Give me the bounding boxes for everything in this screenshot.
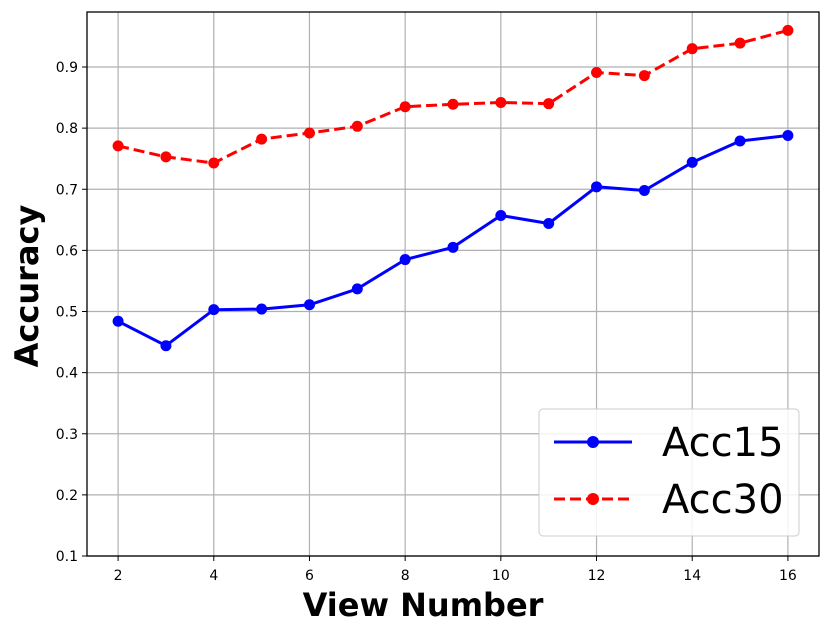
data-point-acc15	[399, 254, 411, 266]
data-point-acc30	[686, 43, 698, 55]
axis-ticks: 2 4 6 8 10 12 14 16 0.1 0.2 0.3 0.4 0.5 0.6 0.7 0.8 0.9	[56, 60, 797, 584]
data-point-acc30	[112, 140, 124, 152]
data-point-acc15	[686, 156, 698, 168]
data-point-acc30	[256, 133, 268, 145]
data-point-acc15	[208, 304, 220, 316]
x-tick-label: 16	[779, 568, 797, 584]
x-tick-label: 2	[114, 568, 123, 584]
data-point-acc15	[351, 283, 363, 295]
legend: Acc15 Acc30	[538, 408, 800, 537]
legend-marker-acc15	[587, 436, 599, 448]
legend-label-acc30: Acc30	[662, 477, 784, 523]
y-tick-label: 0.7	[56, 182, 78, 198]
data-point-acc30	[208, 157, 220, 169]
y-tick-label: 0.5	[56, 305, 78, 321]
data-point-acc15	[495, 210, 507, 222]
data-point-acc30	[160, 151, 172, 163]
data-point-acc15	[303, 299, 315, 311]
data-point-acc15	[160, 340, 172, 352]
data-point-acc15	[734, 135, 746, 147]
data-point-acc30	[734, 37, 746, 49]
series-line-acc15	[117, 134, 789, 348]
data-series	[112, 24, 794, 352]
data-point-acc15	[112, 315, 124, 327]
y-tick-label: 0.2	[56, 488, 78, 504]
data-point-acc30	[591, 67, 603, 79]
x-axis-label: View Number	[303, 586, 544, 624]
x-tick-label: 14	[683, 568, 701, 584]
y-axis-label: Accuracy	[8, 205, 46, 368]
data-point-acc15	[256, 303, 268, 315]
legend-marker-acc30	[587, 493, 599, 505]
x-tick-label: 10	[492, 568, 510, 584]
data-point-acc30	[399, 101, 411, 113]
y-tick-label: 0.6	[56, 243, 78, 259]
x-tick-label: 12	[588, 568, 606, 584]
data-point-acc30	[782, 24, 794, 36]
data-point-acc30	[543, 98, 555, 110]
legend-label-acc15: Acc15	[662, 420, 784, 466]
y-tick-label: 0.8	[56, 121, 78, 137]
data-point-acc15	[591, 181, 603, 193]
data-point-acc15	[638, 184, 650, 196]
data-point-acc30	[638, 70, 650, 82]
x-tick-label: 6	[305, 568, 314, 584]
data-point-acc30	[495, 96, 507, 108]
data-point-acc15	[447, 241, 459, 253]
data-point-acc30	[447, 98, 459, 110]
y-tick-label: 0.4	[56, 366, 78, 382]
data-point-acc15	[543, 217, 555, 229]
y-tick-label: 0.9	[56, 60, 78, 76]
x-tick-label: 8	[401, 568, 410, 584]
data-point-acc15	[782, 129, 794, 141]
x-tick-label: 4	[209, 568, 218, 584]
data-point-acc30	[351, 120, 363, 132]
plot-frame	[86, 11, 820, 557]
y-tick-label: 0.3	[56, 427, 78, 443]
y-tick-label: 0.1	[56, 549, 78, 565]
data-point-acc30	[303, 127, 315, 139]
